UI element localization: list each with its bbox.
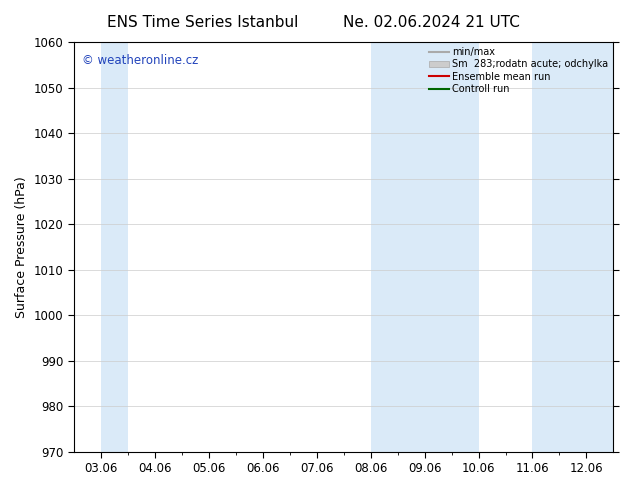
- Text: © weatheronline.cz: © weatheronline.cz: [82, 54, 198, 67]
- Text: Ne. 02.06.2024 21 UTC: Ne. 02.06.2024 21 UTC: [343, 15, 519, 30]
- Text: ENS Time Series Istanbul: ENS Time Series Istanbul: [107, 15, 299, 30]
- Bar: [533, 42, 614, 452]
- Bar: [370, 42, 479, 452]
- Y-axis label: Surface Pressure (hPa): Surface Pressure (hPa): [15, 176, 28, 318]
- Legend: min/max, Sm  283;rodatn acute; odchylka, Ensemble mean run, Controll run: min/max, Sm 283;rodatn acute; odchylka, …: [427, 45, 611, 96]
- Bar: [101, 42, 127, 452]
